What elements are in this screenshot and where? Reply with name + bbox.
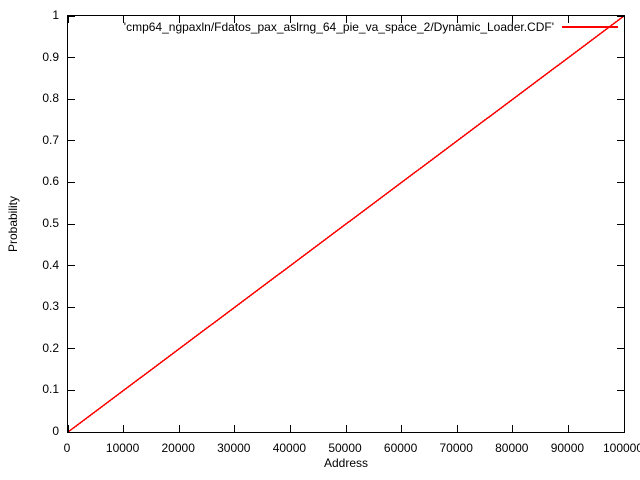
axis-tick-mark (512, 16, 514, 23)
x-tick-label: 0 (63, 441, 71, 455)
cdf-line (68, 16, 624, 432)
axis-tick-mark (289, 425, 291, 432)
axis-tick-mark (456, 425, 458, 432)
axis-tick-mark (617, 389, 624, 391)
legend: 'cmp64_ngpaxln/Fdatos_pax_aslrng_64_pie_… (124, 20, 618, 34)
axis-tick-mark (67, 16, 69, 23)
axis-tick-mark (345, 16, 347, 23)
y-tick-label: 0.7 (42, 132, 59, 147)
axis-tick-mark (401, 425, 403, 432)
axis-tick-mark (617, 223, 624, 225)
axis-tick-mark (178, 16, 180, 23)
x-axis-label: Address (323, 456, 369, 470)
plot-area (67, 15, 625, 433)
axis-tick-mark (623, 425, 625, 432)
y-tick-label: 0 (52, 424, 59, 438)
x-tick-label: 10000 (105, 441, 140, 455)
y-tick-label: 1 (52, 8, 59, 22)
axis-tick-mark (617, 265, 624, 267)
axis-tick-mark (617, 306, 624, 308)
axis-tick-mark (617, 98, 624, 100)
y-tick-label: 0.8 (42, 91, 59, 106)
axis-tick-mark (68, 98, 75, 100)
axis-tick-mark (567, 16, 569, 23)
axis-tick-mark (68, 181, 75, 183)
axis-tick-mark (289, 16, 291, 23)
legend-label: 'cmp64_ngpaxln/Fdatos_pax_aslrng_64_pie_… (123, 20, 554, 34)
legend-line-sample (562, 26, 618, 28)
axis-tick-mark (617, 181, 624, 183)
axis-tick-mark (67, 425, 69, 432)
axis-tick-mark (456, 16, 458, 23)
axis-tick-mark (234, 425, 236, 432)
axis-tick-mark (68, 140, 75, 142)
x-tick-label: 50000 (328, 441, 362, 455)
axis-tick-mark (567, 425, 569, 432)
axis-tick-mark (123, 16, 125, 23)
x-tick-label: 60000 (383, 441, 418, 455)
cdf-line-canvas (68, 16, 624, 432)
x-tick-label: 20000 (161, 441, 195, 455)
axis-tick-mark (512, 425, 514, 432)
axis-tick-mark (617, 57, 624, 59)
axis-tick-mark (617, 348, 624, 350)
axis-tick-mark (234, 16, 236, 23)
axis-tick-mark (617, 431, 624, 433)
axis-tick-mark (623, 16, 625, 23)
y-tick-label: 0.4 (42, 257, 59, 272)
axis-tick-mark (68, 431, 75, 433)
axis-tick-mark (68, 223, 75, 225)
axis-tick-mark (617, 140, 624, 142)
axis-tick-mark (345, 425, 347, 432)
axis-tick-mark (401, 16, 403, 23)
y-tick-label: 0.6 (42, 174, 59, 189)
axis-tick-mark (68, 57, 75, 59)
axis-tick-mark (68, 348, 75, 350)
axis-tick-mark (68, 15, 75, 17)
y-tick-label: 0.3 (42, 299, 59, 314)
axis-tick-mark (68, 389, 75, 391)
y-tick-label: 0.2 (42, 340, 59, 355)
x-tick-label: 100000 (602, 441, 640, 455)
x-tick-label: 80000 (495, 441, 529, 455)
y-tick-label: 0.5 (42, 216, 59, 230)
axis-tick-mark (68, 306, 75, 308)
axis-tick-mark (617, 15, 624, 17)
axis-tick-mark (123, 425, 125, 432)
y-tick-label: 0.9 (42, 49, 59, 64)
x-tick-label: 30000 (217, 441, 251, 455)
axis-tick-mark (178, 425, 180, 432)
x-tick-label: 40000 (272, 441, 307, 455)
x-tick-label: 70000 (439, 441, 473, 455)
y-tick-label: 0.1 (42, 382, 59, 397)
x-tick-label: 90000 (550, 441, 585, 455)
axis-tick-mark (68, 265, 75, 267)
